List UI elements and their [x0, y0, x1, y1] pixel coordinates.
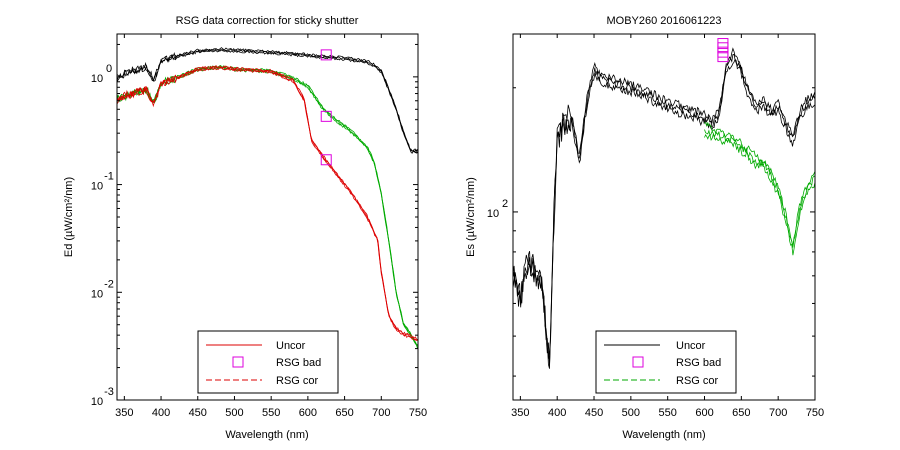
- x-tick-label: 650: [335, 407, 353, 419]
- left-legend-rsg-cor-label: RSG cor: [276, 375, 319, 387]
- series-line-uncor: [512, 58, 815, 369]
- y-tick-label-base: 10: [91, 288, 103, 300]
- x-tick-label: 600: [695, 407, 713, 419]
- y-tick-label-exponent: -3: [104, 386, 114, 398]
- right-legend-rsg-cor-label: RSG cor: [676, 375, 719, 387]
- right-y-ticks: 102: [487, 87, 815, 377]
- series-line-uncor: [116, 47, 418, 152]
- left-y-axis-label: Ed (µW/cm²/nm): [63, 177, 75, 257]
- right-legend-rsg-bad-marker: [632, 356, 644, 368]
- left-x-ticks: 350 400 450 500 550 600 650 700 750: [115, 34, 427, 419]
- series-line-rsg-cor: [704, 121, 816, 246]
- series-line-uncor-red-: [116, 65, 418, 341]
- right-chart-title: MOBY260 2016061223: [607, 15, 722, 27]
- x-tick-label: 450: [189, 407, 207, 419]
- y-tick-label-base: 10: [91, 396, 103, 408]
- right-y-axis-label: Es (µW/cm²/nm): [465, 177, 477, 257]
- x-tick-label: 750: [806, 407, 824, 419]
- rsg-bad-marker: [320, 154, 332, 166]
- y-tick-label-exponent: 2: [502, 198, 508, 210]
- x-tick-label: 400: [152, 407, 170, 419]
- right-legend-rsg-bad-label: RSG bad: [676, 357, 721, 369]
- series-line-uncor-red-: [116, 65, 418, 340]
- left-legend-uncor-label: Uncor: [276, 340, 306, 352]
- x-tick-label: 350: [115, 407, 133, 419]
- rsg-bad-marker: [320, 49, 332, 61]
- x-tick-label: 450: [585, 407, 603, 419]
- x-tick-label: 350: [511, 407, 529, 419]
- series-line-rsg-cor-green-: [116, 66, 418, 349]
- right-axes-frame: [512, 33, 816, 401]
- left-panel: RSG data correction for sticky shutter 3…: [63, 15, 427, 441]
- series-line-rsg-cor: [704, 133, 816, 256]
- x-tick-label: 600: [299, 407, 317, 419]
- y-tick-label-base: 10: [487, 208, 499, 220]
- rsg-bad-marker: [320, 110, 332, 122]
- y-tick-label-exponent: -2: [104, 278, 114, 290]
- left-legend-rsg-bad-label: RSG bad: [276, 357, 321, 369]
- series-line-uncor-red-: [116, 67, 418, 341]
- left-y-ticks: 10-310-210-1100101102: [91, 43, 418, 408]
- right-legend-uncor-label: Uncor: [676, 340, 706, 352]
- rsg-bad-marker: [717, 38, 729, 50]
- left-legend-box: [197, 330, 339, 394]
- series-line-rsg-cor-green-: [116, 65, 418, 346]
- x-tick-label: 400: [548, 407, 566, 419]
- series-line-uncor: [512, 53, 815, 367]
- x-tick-label: 650: [732, 407, 750, 419]
- y-tick-label-base: 10: [91, 73, 103, 85]
- y-tick-label-exponent: -1: [104, 171, 114, 183]
- left-chart-title: RSG data correction for sticky shutter: [176, 15, 359, 27]
- right-legend-box: [595, 330, 737, 394]
- left-legend: Uncor RSG bad RSG cor: [197, 330, 339, 394]
- right-plot-area: [512, 38, 816, 369]
- series-line-rsg-cor: [704, 129, 816, 248]
- series-line-uncor: [512, 47, 815, 359]
- x-tick-label: 700: [769, 407, 787, 419]
- left-x-axis-label: Wavelength (nm): [225, 429, 308, 441]
- right-x-axis-label: Wavelength (nm): [622, 429, 705, 441]
- right-panel: MOBY260 2016061223 350 400 450 500 550 600 650…: [465, 15, 824, 441]
- series-line-rsg-cor-green-: [116, 66, 418, 347]
- y-tick-label-base: 10: [91, 181, 103, 193]
- right-legend: Uncor RSG bad RSG cor: [595, 330, 737, 394]
- x-tick-label: 500: [225, 407, 243, 419]
- x-tick-label: 550: [262, 407, 280, 419]
- x-tick-label: 500: [622, 407, 640, 419]
- x-tick-label: 750: [409, 407, 427, 419]
- x-tick-label: 700: [372, 407, 390, 419]
- right-x-ticks: 350 400 450 500 550 600 650 700 750: [511, 34, 824, 419]
- x-tick-label: 550: [659, 407, 677, 419]
- left-plot-area: [116, 47, 418, 349]
- y-tick-label-exponent: 0: [106, 63, 112, 75]
- left-legend-rsg-bad-marker: [232, 356, 244, 368]
